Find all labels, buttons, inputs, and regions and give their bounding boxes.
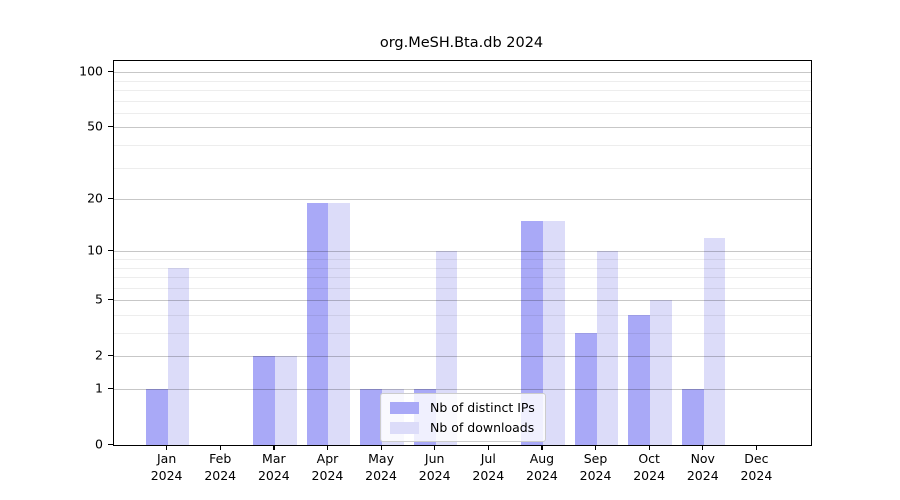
minor-gridline [114,100,811,102]
minor-gridline [114,267,811,269]
major-gridline [114,356,811,358]
y-tick-mark [108,443,113,445]
y-tick-mark [108,249,113,251]
legend: Nb of distinct IPs Nb of downloads [380,393,546,442]
y-tick-label-1: 1 [95,380,103,396]
y-tick-mark [108,354,113,356]
x-tick-mark [702,445,704,451]
x-tick-label-jul: Jul 2024 [472,451,505,483]
x-tick-label-dec: Dec 2024 [740,451,773,483]
bar-downloads-aug [542,221,565,445]
bar-distinct-ips-aug [521,221,543,445]
x-tick-mark [487,445,489,451]
x-tick-label-nov: Nov 2024 [686,451,719,483]
bar-distinct-ips-sep [574,333,597,445]
y-tick-label-100: 100 [79,63,103,79]
minor-gridline [114,90,811,92]
legend-item-downloads: Nb of downloads [390,420,535,435]
legend-swatch-distinct-ips [390,401,419,414]
bar-distinct-ips-may [360,389,383,445]
major-gridline [114,389,811,390]
minor-gridline [114,80,811,82]
legend-label-downloads: Nb of downloads [430,420,535,435]
minor-gridline [114,145,811,147]
x-tick-mark [755,445,758,451]
y-tick-mark [108,298,113,300]
major-gridline [114,72,811,74]
x-tick-label-mar: Mar 2024 [257,451,290,483]
y-tick-label-2: 2 [95,347,103,363]
bar-distinct-ips-nov [682,389,704,445]
y-tick-mark [108,387,113,389]
minor-gridline [114,277,811,279]
y-tick-mark [108,197,113,199]
legend-swatch-downloads [390,421,419,434]
bar-distinct-ips-oct [628,314,651,445]
x-tick-mark [595,445,597,451]
x-tick-mark [434,445,436,451]
minor-gridline [114,287,811,289]
bar-downloads-nov [703,237,726,445]
x-tick-label-may: May 2024 [365,451,397,483]
minor-gridline [114,259,811,260]
x-tick-mark [326,445,329,451]
y-tick-label-0: 0 [95,436,103,452]
major-gridline [114,127,811,129]
bar-downloads-jan [167,267,190,445]
x-tick-mark [648,445,650,451]
y-tick-mark [108,125,113,128]
minor-gridline [114,167,811,169]
major-gridline [114,251,811,253]
legend-label-distinct-ips: Nb of distinct IPs [430,400,535,415]
x-tick-label-sep: Sep 2024 [579,451,612,483]
x-tick-mark [380,445,382,451]
x-tick-mark [541,445,543,451]
y-tick-mark [108,70,113,72]
y-tick-label-50: 50 [87,118,103,134]
bar-downloads-mar [274,356,297,445]
minor-gridline [114,333,811,335]
major-gridline [114,300,811,302]
chart-title: org.MeSH.Bta.db 2024 [379,35,544,51]
bar-distinct-ips-jan [145,389,168,445]
x-tick-label-feb: Feb 2024 [204,451,237,483]
minor-gridline [114,112,811,114]
bar-downloads-apr [328,203,351,445]
bar-distinct-ips-mar [253,356,275,445]
major-gridline [114,199,811,201]
x-tick-label-aug: Aug 2024 [526,451,558,483]
bar-distinct-ips-apr [306,203,329,445]
bar-downloads-oct [650,300,672,445]
y-tick-label-20: 20 [87,190,103,206]
y-tick-label-5: 5 [95,291,103,307]
x-tick-label-oct: Oct 2024 [633,451,666,483]
x-tick-mark [166,445,168,451]
bar-downloads-sep [596,251,619,445]
legend-item-distinct-ips: Nb of distinct IPs [390,400,535,415]
x-tick-mark [219,445,221,451]
y-tick-label-10: 10 [87,242,103,258]
plot-area: Nb of distinct IPs Nb of downloads [113,60,812,446]
minor-gridline [114,314,811,316]
x-tick-label-jan: Jan 2024 [150,451,183,483]
x-tick-mark [273,445,275,451]
x-tick-label-apr: Apr 2024 [311,451,344,483]
x-tick-label-jun: Jun 2024 [418,451,451,483]
